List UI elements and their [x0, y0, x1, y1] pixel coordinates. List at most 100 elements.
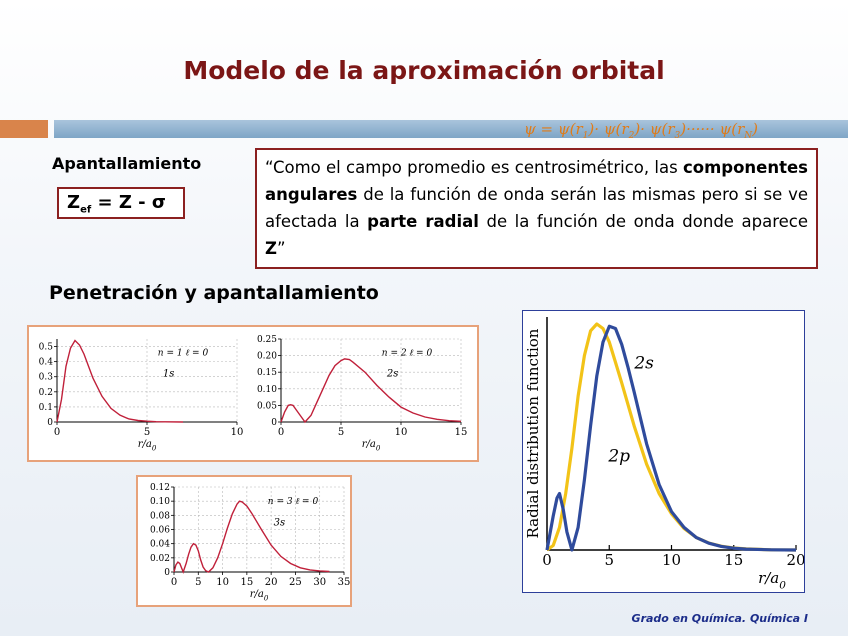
- plot1s-curve: [56, 339, 184, 423]
- plot3s-xtick-label: 30: [313, 577, 326, 588]
- plot2s-ytick-label: 0.15: [257, 368, 277, 378]
- header-bar: [54, 120, 848, 138]
- plot2s-xtick-label: 0: [278, 427, 284, 438]
- plot3s-ytick-label: 0.06: [150, 526, 170, 536]
- plot1s-ytick-label: 0.1: [39, 403, 53, 413]
- plot-2s: 0 0.05 0.10 0.15 0.20 0.25 0 5 10 15 n = 2 ℓ = 0 2s…: [257, 335, 467, 453]
- plot3s-ytick-label: 0.10: [150, 497, 170, 507]
- radial-xtick-label: 20: [786, 551, 804, 569]
- plot-3s: 0 0.02 0.04 0.06 0.08 0.10 0.12 0 5 10 15 20 25 30 35 n…: [150, 483, 350, 603]
- wavefunction-formula: ψ = ψ(r1)· ψ(r2)· ψ(r3)······ ψ(rN): [524, 120, 758, 141]
- figure-2s-2p: 0 5 10 15 20 2s 2p Radial distribution function…: [522, 310, 806, 593]
- z-rest: = Z - σ: [91, 192, 166, 213]
- plot2s-xlabel-main: r/a: [362, 439, 376, 450]
- plot1s-xtick-label: 10: [231, 427, 244, 438]
- radial-xtick-label: 0: [542, 551, 552, 569]
- z-symbol: Z: [67, 192, 81, 213]
- plot2s-ytick-label: 0.20: [257, 352, 277, 362]
- plot2s-xlabel-sub: 0: [376, 445, 381, 453]
- radial-xlabel-sub: 0: [779, 579, 786, 591]
- zef-formula-box: Zef = Z - σ: [57, 187, 185, 219]
- quote-bold-1: componentes angulares: [265, 158, 808, 204]
- slide-title: Modelo de la aproximación orbital: [183, 56, 665, 85]
- psi-factor-3: ψ(r: [649, 120, 675, 138]
- radial-xlabel-main: r/a: [758, 569, 779, 587]
- plot1s-ytick-label: 0.2: [39, 388, 53, 398]
- plot3s-quantum-label: n = 3 ℓ = 0: [268, 497, 319, 507]
- plot3s-xtick-label: 15: [240, 577, 253, 588]
- plot2s-ytick-label: 0.05: [257, 401, 277, 411]
- plot2s-xlabel: r/a0: [362, 439, 381, 453]
- footer-course: Grado en Química. Química I: [631, 612, 808, 625]
- psi-factor-4: ψ(r: [719, 120, 745, 138]
- psi-sub-4: N: [744, 131, 753, 141]
- radial-ylabel: Radial distribution function: [524, 328, 542, 538]
- apantallamiento-label: Apantallamiento: [52, 154, 202, 173]
- plot2s-curve: [280, 358, 462, 424]
- plot1s-xtick-label: 5: [144, 427, 150, 438]
- plot1s-xlabel-sub: 0: [152, 445, 157, 453]
- radial-xlabel: r/a0: [758, 569, 786, 591]
- figure-3s: 0 0.02 0.04 0.06 0.08 0.10 0.12 0 5 10 15 20 25 30 35 n…: [136, 475, 352, 607]
- plot3s-xtick-label: 25: [289, 577, 302, 588]
- quote-part-2: de la función de onda serán las mismas p…: [265, 185, 808, 231]
- plot3s-orbital-label: 3s: [274, 517, 286, 528]
- plot-radial-distribution: 0 5 10 15 20 2s 2p Radial distribution function…: [524, 317, 806, 591]
- plot3s-ytick-label: 0: [164, 568, 170, 578]
- radial-xtick-label: 5: [604, 551, 614, 569]
- quote-bold-3: Z: [265, 239, 277, 258]
- plot3s-ytick-label: 0.02: [150, 554, 170, 564]
- plot3s-xtick-label: 10: [216, 577, 229, 588]
- radial-xtick-label: 10: [662, 551, 681, 569]
- psi-lhs: ψ =: [523, 120, 558, 138]
- plot3s-xtick-label: 35: [338, 577, 350, 588]
- radial-curve-2s: [545, 324, 797, 552]
- plot1s-ytick-label: 0.5: [39, 343, 54, 353]
- plot2s-orbital-label: 2s: [386, 368, 399, 379]
- psi-factor-2: ψ(r: [603, 120, 629, 138]
- radial-series-label-2s: 2s: [633, 353, 654, 373]
- plot2s-xtick-label: 15: [455, 427, 468, 438]
- psi-close-3: )······: [680, 120, 720, 138]
- plot3s-ytick-label: 0.12: [150, 483, 170, 493]
- plot2s-xtick-label: 5: [338, 427, 344, 438]
- quote-box: “Como el campo promedio es centrosimétri…: [255, 148, 818, 269]
- plot1s-orbital-label: 1s: [163, 368, 175, 379]
- psi-sub-1: 1: [582, 131, 589, 141]
- plots-3s: 0 0.02 0.04 0.06 0.08 0.10 0.12 0 5 10 15 20 25 30 35 n…: [150, 483, 350, 603]
- radial-series-label-2p: 2p: [607, 446, 630, 466]
- plot3s-xlabel-main: r/a: [250, 589, 264, 600]
- plot2s-ytick-label: 0.10: [257, 385, 277, 395]
- plot1s-ytick-label: 0.4: [39, 358, 54, 368]
- psi-close-2: )·: [634, 120, 650, 138]
- plot1s-xtick-label: 0: [54, 427, 60, 438]
- radial-curve-2p: [546, 322, 797, 552]
- penetracion-title: Penetración y apantallamiento: [49, 282, 379, 304]
- psi-close-1: )·: [588, 120, 604, 138]
- plot1s-xlabel: r/a0: [138, 439, 157, 453]
- plot2s-xtick-label: 10: [395, 427, 408, 438]
- header-accent-bar: [0, 120, 48, 138]
- psi-factor-1: ψ(r: [557, 120, 583, 138]
- plot3s-xtick-label: 20: [265, 577, 278, 588]
- z-subscript: ef: [80, 204, 92, 216]
- plot2s-quantum-label: n = 2 ℓ = 0: [382, 349, 433, 359]
- psi-sub-2: 2: [628, 131, 635, 141]
- plot3s-ytick-label: 0.08: [150, 511, 170, 521]
- plot1s-quantum-label: n = 1 ℓ = 0: [158, 349, 209, 359]
- psi-close-4: ): [752, 120, 758, 138]
- plot3s-ytick-label: 0.04: [150, 540, 170, 550]
- plot3s-xtick-label: 0: [171, 577, 177, 588]
- psi-sub-3: 3: [674, 131, 681, 141]
- plot1s-ytick-label: 0: [47, 418, 53, 428]
- plot1s-ytick-label: 0.3: [39, 373, 54, 383]
- plot1s-xlabel-main: r/a: [138, 439, 152, 450]
- quote-part-1: “Como el campo promedio es centrosimétri…: [265, 158, 683, 177]
- quote-bold-2: parte radial: [367, 212, 479, 231]
- plot3s-xtick-label: 5: [195, 577, 201, 588]
- plot3s-curve: [173, 500, 330, 575]
- plot-2s-2p: 0 5 10 15 20 2s 2p Radial distribution function…: [524, 317, 806, 591]
